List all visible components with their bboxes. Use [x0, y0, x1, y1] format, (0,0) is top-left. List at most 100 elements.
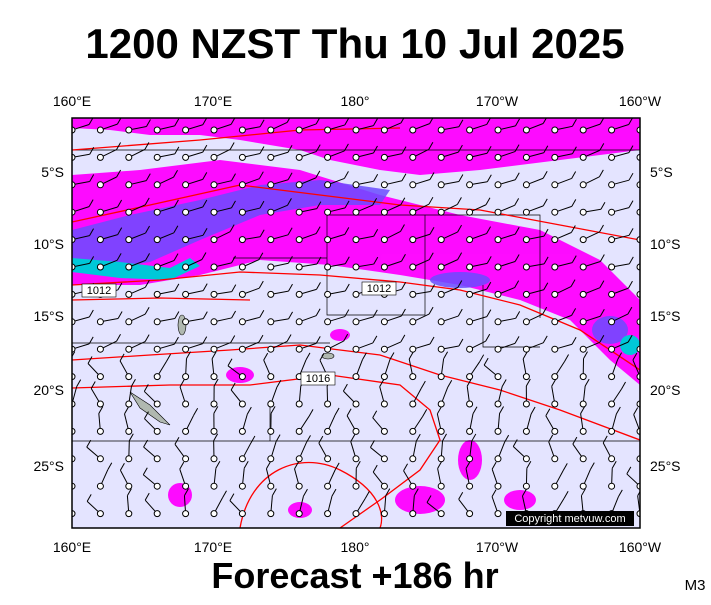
barb-station: [211, 428, 217, 434]
barb-station: [154, 346, 160, 352]
barb-flag: [658, 119, 662, 126]
barb-station: [183, 511, 189, 517]
barb-station: [353, 237, 359, 243]
barb-station: [268, 291, 274, 297]
barb-station: [97, 456, 103, 462]
barb-station: [495, 511, 501, 517]
barb-flag: [60, 439, 64, 446]
barb-station: [438, 401, 444, 407]
lat-label-right: 25°S: [650, 458, 681, 474]
barb-station: [183, 291, 189, 297]
barb-station: [325, 182, 331, 188]
barb-station: [211, 182, 217, 188]
barb-station: [183, 209, 189, 215]
barb-station: [495, 456, 501, 462]
barb-station: [523, 483, 529, 489]
barb-station: [609, 483, 615, 489]
barb-station: [296, 264, 302, 270]
barb-station: [325, 127, 331, 133]
barb-station: [467, 346, 473, 352]
barb-station: [552, 127, 558, 133]
barb-station: [239, 127, 245, 133]
barb-station: [239, 483, 245, 489]
barb-station: [126, 374, 132, 380]
barb-station: [410, 401, 416, 407]
barb-station: [126, 127, 132, 133]
barb-station: [97, 511, 103, 517]
barb-station: [325, 401, 331, 407]
barb-station: [296, 319, 302, 325]
barb-station: [268, 346, 274, 352]
barb-station: [438, 319, 444, 325]
barb-station: [552, 456, 558, 462]
barb-station: [154, 374, 160, 380]
barb-station: [410, 346, 416, 352]
barb-station: [183, 374, 189, 380]
barb-station: [353, 456, 359, 462]
barb-station: [523, 182, 529, 188]
barb-station: [296, 209, 302, 215]
barb-station: [353, 401, 359, 407]
title: 1200 NZST Thu 10 Jul 2025: [85, 20, 624, 67]
barb-station: [211, 401, 217, 407]
barb-station: [467, 428, 473, 434]
barb-station: [381, 428, 387, 434]
barb-flag: [657, 255, 661, 262]
lon-label-bottom: 170°E: [194, 539, 232, 555]
barb-station: [239, 264, 245, 270]
barb-station: [325, 209, 331, 215]
barb-station: [523, 154, 529, 160]
barb-station: [97, 374, 103, 380]
barb-station: [268, 428, 274, 434]
barb-station: [552, 346, 558, 352]
barb-station: [183, 483, 189, 489]
barb-staff: [640, 344, 657, 350]
barb-station: [325, 291, 331, 297]
barb-station: [410, 456, 416, 462]
barb-station: [126, 291, 132, 297]
barb-flag: [657, 337, 661, 344]
barb-station: [211, 264, 217, 270]
barb-station: [268, 154, 274, 160]
lat-label-right: 15°S: [650, 308, 681, 324]
barb-station: [211, 319, 217, 325]
barb-station: [523, 374, 529, 380]
barb-station: [154, 264, 160, 270]
lat-label-right: 5°S: [650, 164, 673, 180]
barb-staff: [640, 207, 657, 212]
barb-station: [268, 264, 274, 270]
barb-staff: [63, 498, 72, 513]
barb-station: [467, 182, 473, 188]
barb-station: [438, 428, 444, 434]
barb-station: [97, 428, 103, 434]
barb-station: [552, 401, 558, 407]
barb-station: [609, 209, 615, 215]
barb-station: [410, 374, 416, 380]
barb-station: [211, 154, 217, 160]
barb-staff: [640, 180, 657, 185]
barb-station: [325, 428, 331, 434]
barb-station: [552, 182, 558, 188]
lat-label-left: 20°S: [33, 382, 64, 398]
barb-station: [325, 154, 331, 160]
barb-station: [239, 456, 245, 462]
barb-station: [126, 456, 132, 462]
barb-station: [126, 237, 132, 243]
barb-staff: [67, 469, 72, 486]
barb-staff: [640, 126, 658, 130]
barb-station: [495, 483, 501, 489]
barb-station: [268, 127, 274, 133]
barb-station: [467, 511, 473, 517]
barb-station: [353, 154, 359, 160]
barb-flag: [657, 146, 661, 153]
barb-station: [183, 319, 189, 325]
barb-station: [381, 237, 387, 243]
barb-flag: [67, 462, 71, 469]
barb-station: [353, 182, 359, 188]
barb-station: [211, 209, 217, 215]
barb-station: [580, 319, 586, 325]
copyright: Copyright metvuw.com: [514, 513, 625, 525]
barb-station: [467, 237, 473, 243]
lon-label-top: 160°E: [53, 93, 91, 109]
barb-station: [438, 456, 444, 462]
